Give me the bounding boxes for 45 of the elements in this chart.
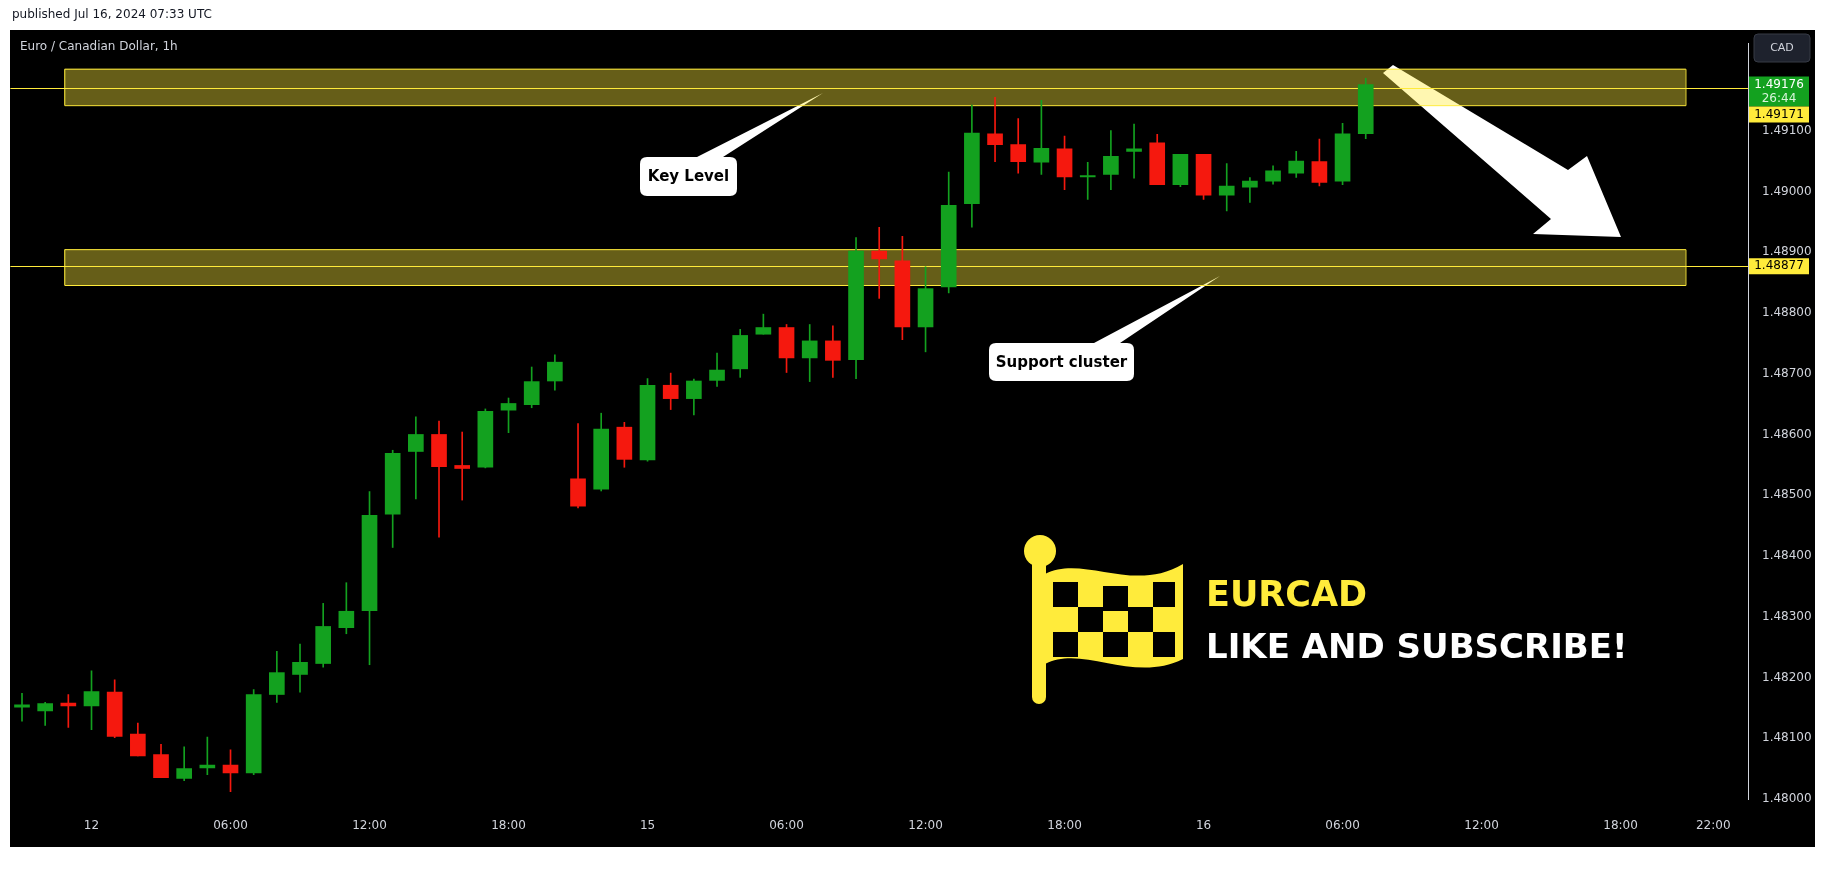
x-tick-label: 12:00 bbox=[352, 818, 387, 833]
text: 1.49176 bbox=[1754, 76, 1804, 91]
y-tick-label: 1.48600 bbox=[1762, 426, 1812, 441]
chart-title: Euro / Canadian Dollar, 1h bbox=[20, 39, 178, 54]
y-tick-label: 1.49100 bbox=[1762, 122, 1812, 137]
x-tick-label: 16 bbox=[1195, 818, 1212, 833]
y-tick-label: 1.48700 bbox=[1762, 365, 1812, 380]
candlestick bbox=[408, 416, 424, 500]
annotation: LIKE AND SUBSCRIBE! bbox=[1206, 625, 1628, 666]
x-tick-label: 18:00 bbox=[1047, 818, 1082, 833]
x-tick-label: 06:00 bbox=[213, 818, 248, 833]
candlestick bbox=[454, 431, 471, 501]
x-tick-label: 18:00 bbox=[1603, 818, 1638, 833]
candlestick bbox=[1126, 123, 1142, 179]
y-tick-label: 1.48300 bbox=[1762, 608, 1812, 623]
candlestick bbox=[1079, 161, 1096, 200]
annotation: Key Level bbox=[647, 167, 730, 186]
x-tick-label: 12 bbox=[83, 818, 100, 833]
text: published Jul 16, 2024 07:33 UTC bbox=[12, 7, 212, 21]
x-tick-label: 06:00 bbox=[1325, 818, 1360, 833]
x-tick-label: 12:00 bbox=[908, 818, 943, 833]
candlestick bbox=[1242, 177, 1258, 203]
y-tick-label: 1.48000 bbox=[1762, 791, 1812, 806]
y-tick-label: 1.48100 bbox=[1762, 730, 1812, 745]
ref-line-label: 1.48877 bbox=[1754, 258, 1804, 273]
y-tick-label: 1.48400 bbox=[1762, 548, 1812, 563]
annotation: EURCAD bbox=[1206, 574, 1368, 615]
candlestick bbox=[1218, 163, 1235, 212]
y-tick-label: 1.48500 bbox=[1762, 487, 1812, 502]
x-tick-label: 06:00 bbox=[769, 818, 804, 833]
annotation: Support cluster bbox=[995, 352, 1128, 371]
text: 26:44 bbox=[1761, 90, 1797, 105]
y-tick-label: 1.49000 bbox=[1762, 183, 1812, 198]
y-tick-label: 1.48900 bbox=[1762, 244, 1812, 259]
ref-line-label: 1.49171 bbox=[1754, 106, 1804, 121]
x-tick-label: 12:00 bbox=[1464, 818, 1499, 833]
candlestick bbox=[871, 226, 888, 299]
candlestick bbox=[987, 96, 1003, 162]
x-tick-label: 22:00 bbox=[1695, 818, 1731, 833]
candlestick bbox=[14, 692, 30, 722]
x-tick-label: 18:00 bbox=[491, 818, 526, 833]
y-tick-label: 1.48200 bbox=[1762, 669, 1812, 684]
y-axis-title: CAD bbox=[1770, 40, 1794, 54]
x-tick-label: 15 bbox=[639, 818, 656, 833]
y-tick-label: 1.48800 bbox=[1762, 305, 1812, 320]
